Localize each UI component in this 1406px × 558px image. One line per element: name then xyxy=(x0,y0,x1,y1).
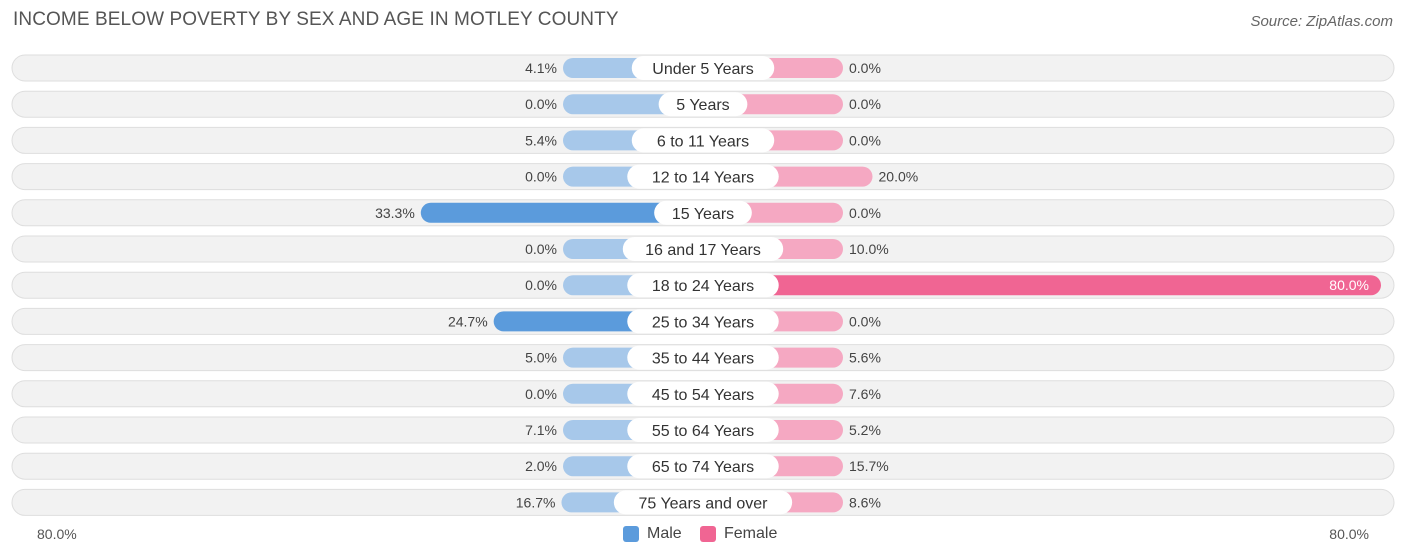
category-label-bg xyxy=(631,128,775,153)
data-label-female: 0.0% xyxy=(849,60,881,76)
data-label-female: 0.0% xyxy=(849,205,881,221)
category-label: Under 5 Years xyxy=(652,61,753,78)
data-label-female: 5.6% xyxy=(849,350,881,366)
category-label: 16 and 17 Years xyxy=(645,242,761,259)
data-label-male: 5.0% xyxy=(525,350,557,366)
category-label-bg xyxy=(627,273,779,298)
data-label-male: 7.1% xyxy=(525,422,557,438)
data-label-male: 0.0% xyxy=(525,96,557,112)
category-label-bg xyxy=(627,418,779,442)
category-label-bg xyxy=(658,92,748,117)
category-label: 15 Years xyxy=(672,206,734,223)
legend-label-female: Female xyxy=(724,525,778,542)
category-label: 35 to 44 Years xyxy=(652,351,754,368)
chart-header: INCOME BELOW POVERTY BY SEX AND AGE IN M… xyxy=(0,0,1406,44)
legend-label-male: Male xyxy=(647,525,682,542)
category-label: 75 Years and over xyxy=(639,495,769,512)
category-label-bg xyxy=(622,237,784,261)
legend-swatch-female xyxy=(700,526,716,542)
category-label: 25 to 34 Years xyxy=(652,314,754,331)
data-label-female: 0.0% xyxy=(849,313,881,329)
chart-title: INCOME BELOW POVERTY BY SEX AND AGE IN M… xyxy=(13,9,619,30)
data-label-male: 33.3% xyxy=(375,205,415,221)
legend-swatch-male xyxy=(623,526,639,542)
data-label-female: 8.6% xyxy=(849,494,881,510)
chart-legend: 80.0% Male Female 80.0% xyxy=(0,520,1406,550)
category-label: 55 to 64 Years xyxy=(652,423,754,440)
data-label-male: 0.0% xyxy=(525,386,557,402)
bar-female xyxy=(703,275,1381,296)
category-label-bg xyxy=(627,381,779,406)
category-label: 6 to 11 Years xyxy=(657,133,749,150)
data-label-female: 10.0% xyxy=(849,241,889,257)
category-label-bg xyxy=(613,490,793,515)
axis-min-label: 80.0% xyxy=(37,526,77,542)
data-label-male: 0.0% xyxy=(525,241,557,257)
category-label-bg xyxy=(627,309,779,334)
category-label-bg xyxy=(627,454,779,479)
category-label: 5 Years xyxy=(676,97,729,114)
bar-male xyxy=(420,202,703,223)
axis-max-label: 80.0% xyxy=(1329,526,1369,542)
category-label-bg xyxy=(654,200,752,225)
data-label-female: 15.7% xyxy=(849,458,889,474)
data-label-female: 80.0% xyxy=(1329,277,1369,293)
data-label-male: 5.4% xyxy=(525,132,557,148)
data-label-male: 2.0% xyxy=(525,458,557,474)
data-label-male: 4.1% xyxy=(525,60,557,76)
data-label-male: 16.7% xyxy=(516,494,556,510)
data-label-male: 0.0% xyxy=(525,277,557,293)
category-label-bg xyxy=(631,56,775,80)
legend-item-male: Male xyxy=(623,524,682,544)
chart-source: Source: ZipAtlas.com xyxy=(1250,13,1393,30)
category-label-bg xyxy=(627,164,779,189)
category-label: 12 to 14 Years xyxy=(652,170,754,187)
data-label-female: 5.2% xyxy=(849,422,881,438)
data-label-male: 24.7% xyxy=(448,313,488,329)
category-label-bg xyxy=(627,345,779,370)
data-label-female: 20.0% xyxy=(879,169,919,185)
category-label: 65 to 74 Years xyxy=(652,459,754,476)
category-label: 45 to 54 Years xyxy=(652,387,754,404)
data-label-female: 0.0% xyxy=(849,96,881,112)
data-label-male: 0.0% xyxy=(525,169,557,185)
data-label-female: 7.6% xyxy=(849,386,881,402)
category-label: 18 to 24 Years xyxy=(652,278,754,295)
data-label-female: 0.0% xyxy=(849,132,881,148)
legend-item-female: Female xyxy=(700,524,777,544)
